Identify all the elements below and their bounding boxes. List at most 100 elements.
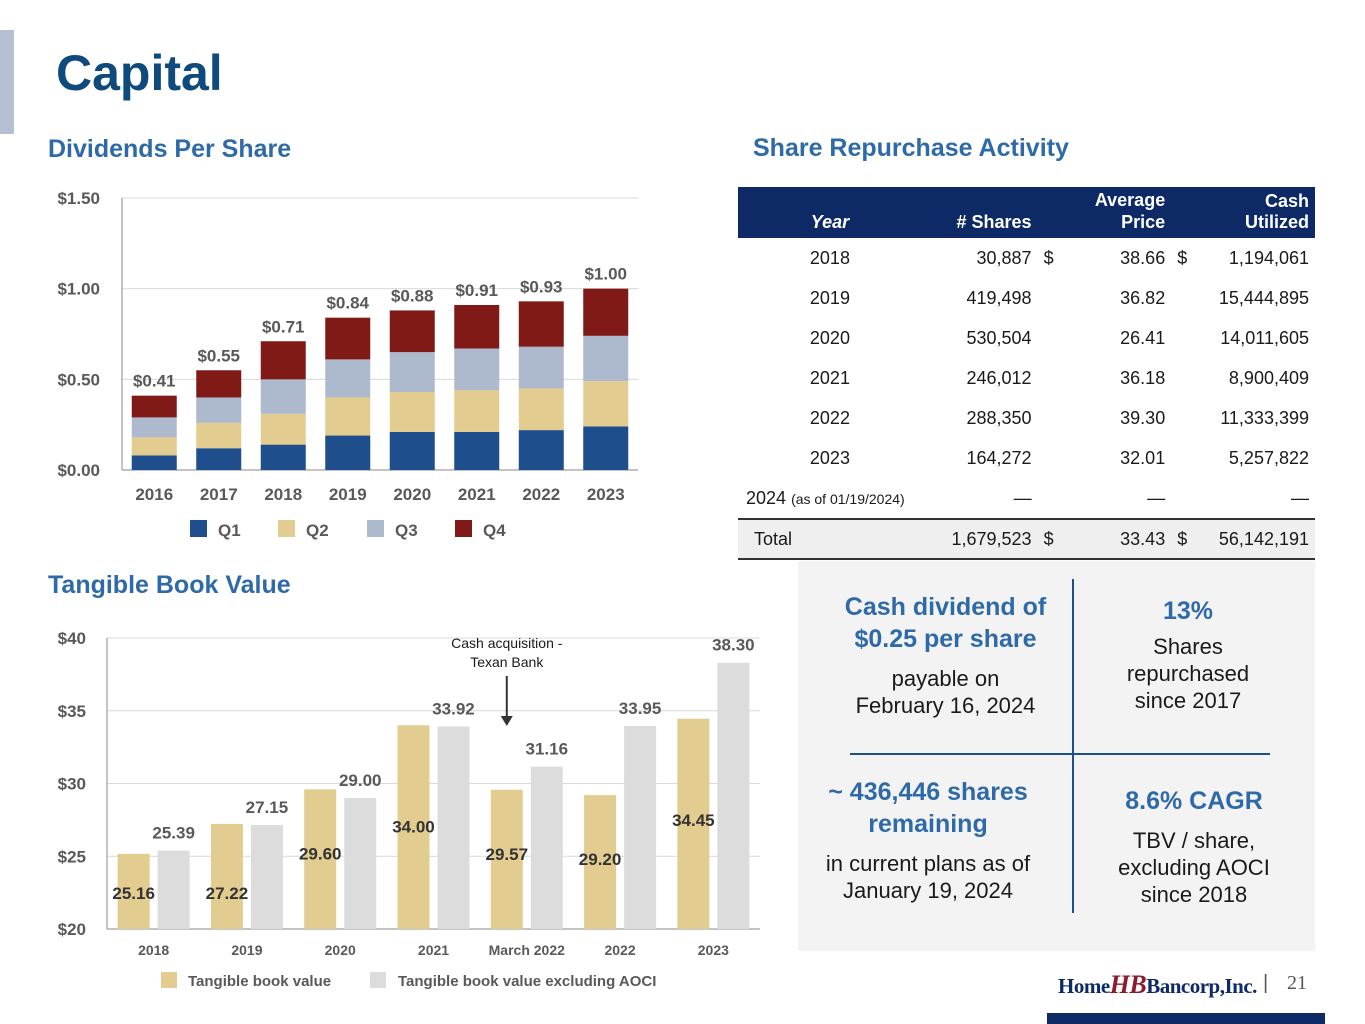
row-cash: 1,194,061 <box>1228 247 1309 268</box>
bar-tbv-ex-aoci-March 2022 <box>530 766 563 929</box>
bar-q2-2020 <box>389 392 435 432</box>
bar-q1-2018 <box>260 444 306 470</box>
row-year: 2018 <box>809 247 850 268</box>
page-title: Capital <box>56 45 223 101</box>
row-price: — <box>1147 487 1166 508</box>
bar-q1-2019 <box>325 435 371 470</box>
row-cash: 11,333,399 <box>1220 407 1309 428</box>
total-cash: 56,142,191 <box>1193 518 1315 560</box>
row-currency <box>1038 398 1060 438</box>
row-currency <box>1038 318 1060 358</box>
row-shares: — <box>1013 487 1032 508</box>
repurchase-table: Year # Shares Average Price Cash Utilize… <box>738 187 1315 560</box>
tbv-value-label: 34.45 <box>672 811 715 830</box>
bar-q4-2023 <box>583 288 629 336</box>
total-price: 33.43 <box>1059 518 1172 560</box>
total-currency: $ <box>1171 518 1194 560</box>
bar-tbv-2022 <box>584 795 617 929</box>
y-tick-label: $0.00 <box>57 461 100 480</box>
x-tick-label: 2017 <box>200 485 238 504</box>
total-label: $0.84 <box>326 294 369 313</box>
x-tick-label: 2021 <box>418 942 449 958</box>
y-tick-label: $0.50 <box>57 370 100 389</box>
x-tick-label: 2020 <box>325 942 356 958</box>
x-tick-label: 2019 <box>329 485 367 504</box>
row-currency <box>1171 358 1193 398</box>
col-cash: Cash Utilized <box>1193 187 1315 238</box>
row-currency: $ <box>1177 247 1188 268</box>
bar-q4-2021 <box>454 304 500 349</box>
table-row: 2023 164,272 32.01 5,257,822 <box>738 438 1315 478</box>
bar-q3-2018 <box>260 379 306 414</box>
y-tick-label: $1.00 <box>57 280 100 299</box>
row-cash: 8,900,409 <box>1228 367 1309 388</box>
row-currency <box>1038 358 1060 398</box>
row-cash: 15,444,895 <box>1218 287 1309 308</box>
y-tick-label: $40 <box>58 629 86 648</box>
x-tick-label: 2018 <box>138 942 169 958</box>
row-price: 36.82 <box>1120 287 1166 308</box>
legend-label: Tangible book value <box>188 973 331 990</box>
x-tick-label: 2022 <box>604 942 635 958</box>
row-currency <box>1171 438 1193 478</box>
page-separator: | <box>1263 972 1269 994</box>
bar-q1-2020 <box>389 431 435 470</box>
bar-q2-2018 <box>260 413 306 445</box>
bar-q1-2023 <box>583 426 629 470</box>
total-label: $1.00 <box>584 265 627 284</box>
row-price: 32.01 <box>1120 447 1166 468</box>
table-row: 2022 288,350 39.30 11,333,399 <box>738 398 1315 438</box>
repurchase-section-title: Share Repurchase Activity <box>753 134 1069 162</box>
bar-q3-2020 <box>389 352 435 393</box>
y-tick-label: $1.50 <box>57 189 100 208</box>
bar-q2-2019 <box>325 397 371 436</box>
legend-swatch-tbv-ex <box>370 972 386 988</box>
legend-label: Q1 <box>218 521 241 540</box>
row-shares: 419,498 <box>966 287 1032 308</box>
legend-label: Q3 <box>395 521 418 540</box>
x-tick-label: 2016 <box>135 485 173 504</box>
bar-q4-2016 <box>131 395 177 418</box>
row-year: 2021 <box>809 367 850 388</box>
tbv-ex-value-label: 29.00 <box>339 771 382 790</box>
callout-cagr: 8.6% CAGR TBV / share, excluding AOCI sinc… <box>1118 787 1270 907</box>
row-year: 2019 <box>809 287 850 308</box>
table-row: 2020 530,504 26.41 14,011,605 <box>738 318 1315 358</box>
tbv-value-label: 29.57 <box>486 845 529 864</box>
row-currency <box>1038 278 1060 318</box>
row-price: 36.18 <box>1120 367 1166 388</box>
title-accent-bar <box>0 30 14 134</box>
row-shares: 30,887 <box>976 247 1032 268</box>
legend-swatch-q2 <box>278 520 295 537</box>
callout-dividers <box>850 579 1270 913</box>
table-header-row: Year # Shares Average Price Cash Utilize… <box>738 187 1315 238</box>
tbv-value-label: 29.60 <box>299 844 342 863</box>
bar-q4-2019 <box>325 317 371 360</box>
row-shares: 288,350 <box>966 407 1032 428</box>
row-price: 39.30 <box>1120 407 1166 428</box>
legend-swatch-q1 <box>190 520 207 537</box>
bar-tbv-2018 <box>117 853 150 929</box>
x-tick-label: 2023 <box>698 942 729 958</box>
total-label: $0.41 <box>133 372 176 391</box>
y-tick-label: $25 <box>58 847 86 866</box>
dividends-section-title: Dividends Per Share <box>48 135 292 163</box>
row-currency <box>1171 278 1193 318</box>
bar-tbv-2023 <box>677 718 710 929</box>
tbv-ex-value-label: 31.16 <box>526 740 569 759</box>
row-currency <box>1171 398 1193 438</box>
tbv-value-label: 34.00 <box>392 817 435 836</box>
total-label: $0.93 <box>520 277 563 296</box>
tbv-ex-value-label: 25.39 <box>152 824 195 843</box>
row-year: 2024 (as of 01/19/2024) <box>746 487 905 508</box>
y-tick-label: $20 <box>58 920 86 939</box>
table-row: 2021 246,012 36.18 8,900,409 <box>738 358 1315 398</box>
legend-swatch-q4 <box>455 520 472 537</box>
table-total-row: Total 1,679,523 $33.43 $56,142,191 <box>738 518 1315 560</box>
bar-q3-2019 <box>325 359 371 398</box>
tbv-ex-value-label: 38.30 <box>712 636 755 655</box>
row-shares: 246,012 <box>966 367 1032 388</box>
legend-label: Tangible book value excluding AOCI <box>398 973 656 990</box>
tbv-value-label: 25.16 <box>112 884 155 903</box>
x-tick-label: 2022 <box>522 485 560 504</box>
